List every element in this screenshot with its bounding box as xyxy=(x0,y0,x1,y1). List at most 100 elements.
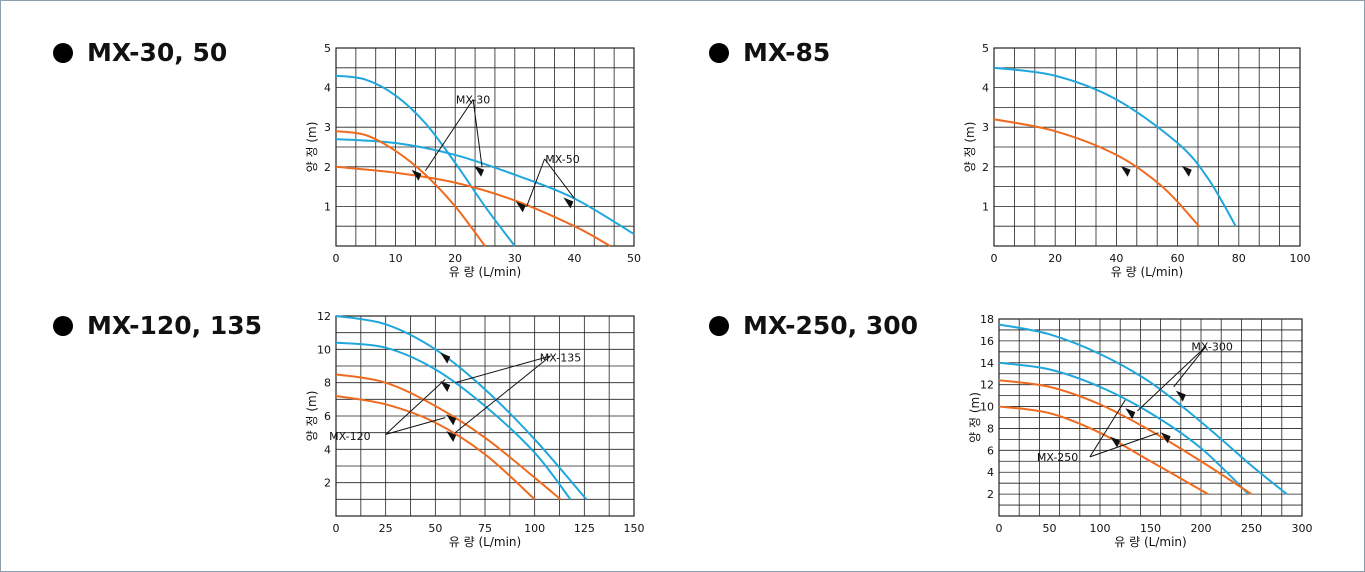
y-tick-label: 5 xyxy=(324,42,331,55)
series-line-mx-30 xyxy=(335,130,486,247)
annotation-label: MX-250 xyxy=(1037,451,1078,464)
x-axis-label: 유 량 (L/min) xyxy=(449,265,521,279)
chart-4: 0 50 100 150 200 250 300 2 4 6 8 10 12 14 16 18 유 량 (L/m… xyxy=(968,313,1313,549)
y-tick-label: 12 xyxy=(317,310,331,323)
annotation-label: MX-135 xyxy=(540,352,581,365)
y-tick-label: 4 xyxy=(987,466,994,479)
series-line-blue xyxy=(993,66,1237,227)
plot-frame xyxy=(335,315,635,517)
series-line-mx-30 xyxy=(335,74,516,247)
bullet-icon xyxy=(53,42,73,63)
x-tick-label: 25 xyxy=(379,522,393,535)
panel-title-text: MX-85 xyxy=(743,38,831,67)
y-tick-label: 4 xyxy=(324,443,331,456)
x-tick-label: 200 xyxy=(1191,522,1212,535)
x-axis-label: 유 량 (L/min) xyxy=(1111,265,1183,279)
y-tick-label: 1 xyxy=(982,200,989,213)
flow-arrow-marker xyxy=(1175,390,1186,402)
leader-line xyxy=(544,158,575,199)
flow-arrow-marker xyxy=(440,381,451,392)
y-tick-label: 12 xyxy=(980,379,994,392)
flow-arrow-marker xyxy=(411,169,422,181)
x-tick-label: 150 xyxy=(624,522,645,535)
x-tick-label: 80 xyxy=(1232,252,1246,265)
leader-line xyxy=(455,355,551,384)
flow-arrow-marker xyxy=(563,197,574,209)
y-tick-label: 2 xyxy=(982,161,989,174)
flow-arrow-marker xyxy=(1181,165,1192,177)
x-tick-label: 75 xyxy=(478,522,492,535)
series-line-mx-250 xyxy=(998,361,1250,495)
panel-title-text: MX-250, 300 xyxy=(743,311,919,340)
y-axis-label: 양 정 (m) xyxy=(963,122,977,173)
flow-arrow-marker xyxy=(446,431,457,442)
y-tick-label: 10 xyxy=(317,343,331,356)
y-tick-label: 3 xyxy=(324,121,331,134)
y-axis-label: 양 정 (m) xyxy=(305,122,319,173)
series-line-mx-135 xyxy=(335,315,588,500)
y-tick-label: 4 xyxy=(982,82,989,95)
plot-frame xyxy=(998,318,1303,517)
y-tick-label: 2 xyxy=(987,488,994,501)
series-line-mx-50 xyxy=(335,165,611,247)
flow-arrow-marker xyxy=(446,414,457,426)
x-tick-label: 125 xyxy=(574,522,595,535)
x-tick-label: 50 xyxy=(627,252,641,265)
y-tick-label: 18 xyxy=(980,313,994,326)
series-line-mx-300 xyxy=(998,323,1288,495)
leader-line xyxy=(1173,346,1207,388)
y-tick-label: 5 xyxy=(982,42,989,55)
y-tick-label: 16 xyxy=(980,335,994,348)
x-tick-label: 50 xyxy=(1043,522,1057,535)
series-line-mx-120 xyxy=(335,341,572,500)
x-tick-label: 0 xyxy=(333,522,340,535)
series-line-mx-50 xyxy=(335,138,635,235)
x-tick-label: 20 xyxy=(448,252,462,265)
x-tick-label: 10 xyxy=(389,252,403,265)
x-axis-label: 유 량 (L/min) xyxy=(1114,535,1186,549)
flow-arrow-marker xyxy=(515,201,526,213)
panel-title-text: MX-120, 135 xyxy=(87,311,263,340)
y-tick-label: 8 xyxy=(987,422,994,435)
y-tick-label: 14 xyxy=(980,357,994,370)
leader-line xyxy=(1089,399,1126,458)
annotation-label: MX-300 xyxy=(1191,340,1232,353)
x-tick-label: 100 xyxy=(1290,252,1311,265)
panel-title-mx-120-135: MX-120, 135 xyxy=(53,311,262,340)
y-tick-label: 8 xyxy=(324,377,331,390)
y-tick-label: 1 xyxy=(324,200,331,213)
flow-arrow-marker xyxy=(474,165,485,177)
x-tick-label: 0 xyxy=(996,522,1003,535)
x-tick-label: 150 xyxy=(1140,522,1161,535)
x-tick-label: 50 xyxy=(428,522,442,535)
leader-line xyxy=(1137,345,1207,412)
x-tick-label: 60 xyxy=(1171,252,1185,265)
x-tick-label: 100 xyxy=(524,522,545,535)
series-line-mx-250 xyxy=(998,405,1209,495)
series-line-orange xyxy=(993,118,1200,227)
y-tick-label: 6 xyxy=(324,410,331,423)
panel-title-mx-250-300: MX-250, 300 xyxy=(709,311,918,340)
leader-line xyxy=(424,99,474,172)
x-tick-label: 0 xyxy=(991,252,998,265)
y-tick-label: 2 xyxy=(324,161,331,174)
panel-title-text: MX-30, 50 xyxy=(87,38,228,67)
x-tick-label: 40 xyxy=(567,252,581,265)
leader-line xyxy=(1089,432,1159,458)
bullet-icon xyxy=(709,42,729,63)
y-tick-label: 2 xyxy=(324,477,331,490)
x-tick-label: 0 xyxy=(333,252,340,265)
chart-1: 0 10 20 30 40 50 1 2 3 4 5 유 량 (L/min) 양 정 (m) MX-30 M… xyxy=(305,42,641,279)
leader-line xyxy=(385,417,446,435)
series-line-mx-120 xyxy=(335,395,536,501)
y-tick-label: 6 xyxy=(987,444,994,457)
flow-arrow-marker xyxy=(1160,432,1171,444)
flow-arrow-marker xyxy=(1120,165,1131,177)
x-tick-label: 100 xyxy=(1090,522,1111,535)
annotation-label: MX-50 xyxy=(545,153,579,166)
bullet-icon xyxy=(709,315,729,336)
x-axis-label: 유 량 (L/min) xyxy=(449,535,521,549)
y-tick-label: 3 xyxy=(982,121,989,134)
x-tick-label: 300 xyxy=(1292,522,1313,535)
